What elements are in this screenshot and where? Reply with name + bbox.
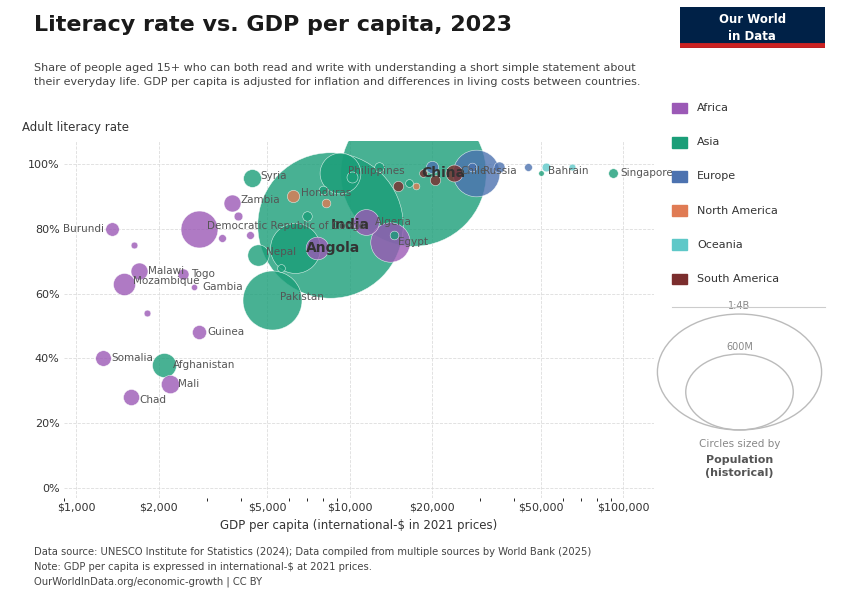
Text: Guinea: Guinea: [207, 328, 244, 337]
Point: [96, 353, 110, 363]
Point: [288, 244, 302, 253]
Point: [607, 169, 620, 178]
Point: [140, 308, 154, 318]
Text: Syria: Syria: [261, 170, 287, 181]
Point: [133, 266, 146, 275]
Point: [157, 360, 171, 370]
Point: [324, 221, 337, 230]
Point: [403, 178, 416, 188]
Point: [447, 169, 461, 178]
Text: Europe: Europe: [697, 172, 736, 181]
Text: China: China: [421, 166, 465, 181]
Point: [176, 269, 190, 279]
Text: Africa: Africa: [697, 103, 729, 113]
Point: [117, 279, 131, 289]
Point: [215, 233, 229, 243]
Text: Gambia: Gambia: [202, 282, 243, 292]
Point: [410, 182, 423, 191]
Point: [425, 162, 439, 172]
Point: [243, 230, 257, 240]
Point: [320, 198, 333, 208]
Point: [163, 380, 177, 389]
Text: Chile: Chile: [461, 166, 487, 176]
Text: Burundi: Burundi: [63, 224, 104, 233]
Text: Data source: UNESCO Institute for Statistics (2024); Data compiled from multiple: Data source: UNESCO Institute for Statis…: [34, 547, 592, 587]
Text: Pakistan: Pakistan: [280, 292, 325, 302]
Point: [522, 162, 536, 172]
Point: [333, 169, 347, 178]
Text: North America: North America: [697, 206, 778, 215]
Point: [251, 250, 264, 259]
Text: Philippines: Philippines: [348, 166, 405, 176]
Point: [465, 162, 479, 172]
Text: Honduras: Honduras: [302, 188, 352, 199]
Text: 600M: 600M: [726, 342, 753, 352]
Text: Somalia: Somalia: [111, 353, 153, 364]
Text: Share of people aged 15+ who can both read and write with understanding a short : Share of people aged 15+ who can both re…: [34, 63, 641, 87]
Point: [246, 173, 259, 183]
Point: [274, 263, 287, 272]
Text: Egypt: Egypt: [398, 236, 428, 247]
Point: [105, 224, 119, 233]
Point: [192, 328, 206, 337]
Text: Literacy rate vs. GDP per capita, 2023: Literacy rate vs. GDP per capita, 2023: [34, 15, 512, 35]
Point: [387, 230, 400, 240]
Point: [428, 175, 442, 185]
Text: Russia: Russia: [484, 166, 517, 176]
Point: [372, 162, 386, 172]
X-axis label: GDP per capita (international-$ in 2021 prices): GDP per capita (international-$ in 2021 …: [220, 519, 498, 532]
Point: [406, 169, 420, 178]
Point: [310, 244, 324, 253]
Text: Nepal: Nepal: [266, 247, 296, 257]
Point: [360, 217, 373, 227]
Text: Singapore: Singapore: [620, 169, 673, 178]
Point: [231, 211, 245, 220]
Point: [286, 191, 300, 201]
Text: Bahrain: Bahrain: [548, 166, 588, 176]
Text: Mali: Mali: [178, 379, 200, 389]
Point: [565, 162, 579, 172]
Point: [469, 169, 483, 178]
Text: India: India: [331, 218, 370, 232]
Point: [492, 162, 506, 172]
Text: Oceania: Oceania: [697, 240, 743, 250]
Point: [192, 224, 206, 233]
Point: [383, 237, 397, 247]
Text: 1:4B: 1:4B: [728, 301, 751, 311]
Text: Malawi: Malawi: [148, 266, 184, 276]
Text: Asia: Asia: [697, 137, 720, 147]
Text: Angola: Angola: [306, 241, 360, 255]
Text: Algeria: Algeria: [375, 217, 411, 227]
Text: Our World: Our World: [719, 13, 785, 26]
Text: Chad: Chad: [139, 395, 166, 405]
Point: [265, 295, 279, 305]
Text: Adult literacy rate: Adult literacy rate: [22, 121, 129, 134]
Text: Democratic Republic of Congo: Democratic Republic of Congo: [207, 221, 365, 231]
Point: [416, 169, 430, 178]
Text: Togo: Togo: [191, 269, 215, 279]
Point: [127, 240, 140, 250]
Text: South America: South America: [697, 274, 779, 284]
Point: [188, 282, 201, 292]
Point: [301, 211, 314, 220]
Text: Circles sized by: Circles sized by: [699, 439, 780, 449]
Text: Population
(historical): Population (historical): [706, 455, 774, 478]
Point: [391, 182, 405, 191]
Point: [534, 169, 547, 178]
Text: in Data: in Data: [728, 30, 776, 43]
Text: Zambia: Zambia: [240, 195, 280, 205]
Point: [539, 162, 552, 172]
Text: Mozambique: Mozambique: [133, 276, 199, 286]
Text: Afghanistan: Afghanistan: [173, 360, 235, 370]
Point: [225, 198, 239, 208]
Point: [345, 172, 359, 181]
Point: [316, 185, 330, 194]
Point: [124, 392, 138, 402]
